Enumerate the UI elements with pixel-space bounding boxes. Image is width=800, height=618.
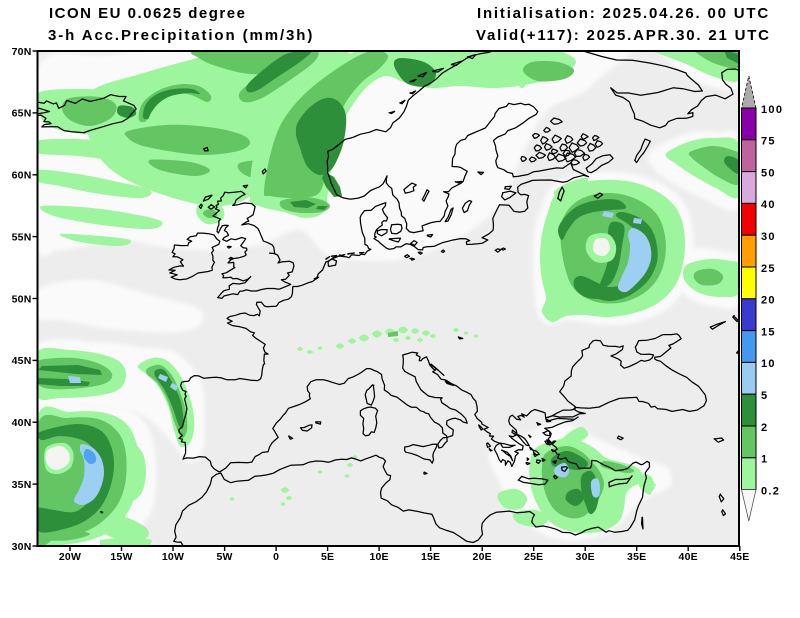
svg-text:2: 2: [761, 422, 768, 434]
svg-text:45E: 45E: [730, 551, 749, 563]
svg-text:50N: 50N: [12, 293, 32, 305]
svg-text:20E: 20E: [473, 551, 492, 563]
svg-text:5W: 5W: [217, 551, 233, 563]
svg-text:30: 30: [761, 231, 776, 243]
svg-text:20: 20: [761, 295, 776, 307]
svg-text:40N: 40N: [12, 417, 32, 429]
svg-text:25: 25: [761, 263, 776, 275]
svg-text:40: 40: [761, 199, 776, 211]
svg-text:70N: 70N: [12, 46, 32, 58]
svg-text:60N: 60N: [12, 170, 32, 182]
svg-text:10E: 10E: [369, 551, 388, 563]
svg-text:1: 1: [761, 454, 768, 466]
svg-text:10: 10: [761, 358, 776, 370]
svg-text:35N: 35N: [12, 479, 32, 491]
svg-text:45N: 45N: [12, 355, 32, 367]
svg-text:5: 5: [761, 390, 768, 402]
svg-text:35E: 35E: [627, 551, 646, 563]
svg-text:5E: 5E: [321, 551, 334, 563]
svg-text:55N: 55N: [12, 231, 32, 243]
svg-text:15E: 15E: [421, 551, 440, 563]
svg-text:30E: 30E: [576, 551, 595, 563]
svg-text:65N: 65N: [12, 108, 32, 120]
svg-text:15W: 15W: [110, 551, 132, 563]
svg-text:75: 75: [761, 136, 776, 148]
svg-text:20W: 20W: [59, 551, 81, 563]
svg-text:0.2: 0.2: [761, 485, 780, 497]
svg-text:15: 15: [761, 326, 776, 338]
svg-text:50: 50: [761, 167, 776, 179]
svg-text:0: 0: [273, 551, 279, 563]
svg-text:30N: 30N: [12, 541, 32, 553]
svg-text:40E: 40E: [679, 551, 698, 563]
svg-text:25E: 25E: [524, 551, 543, 563]
svg-text:10W: 10W: [162, 551, 184, 563]
svg-text:100: 100: [761, 104, 783, 116]
